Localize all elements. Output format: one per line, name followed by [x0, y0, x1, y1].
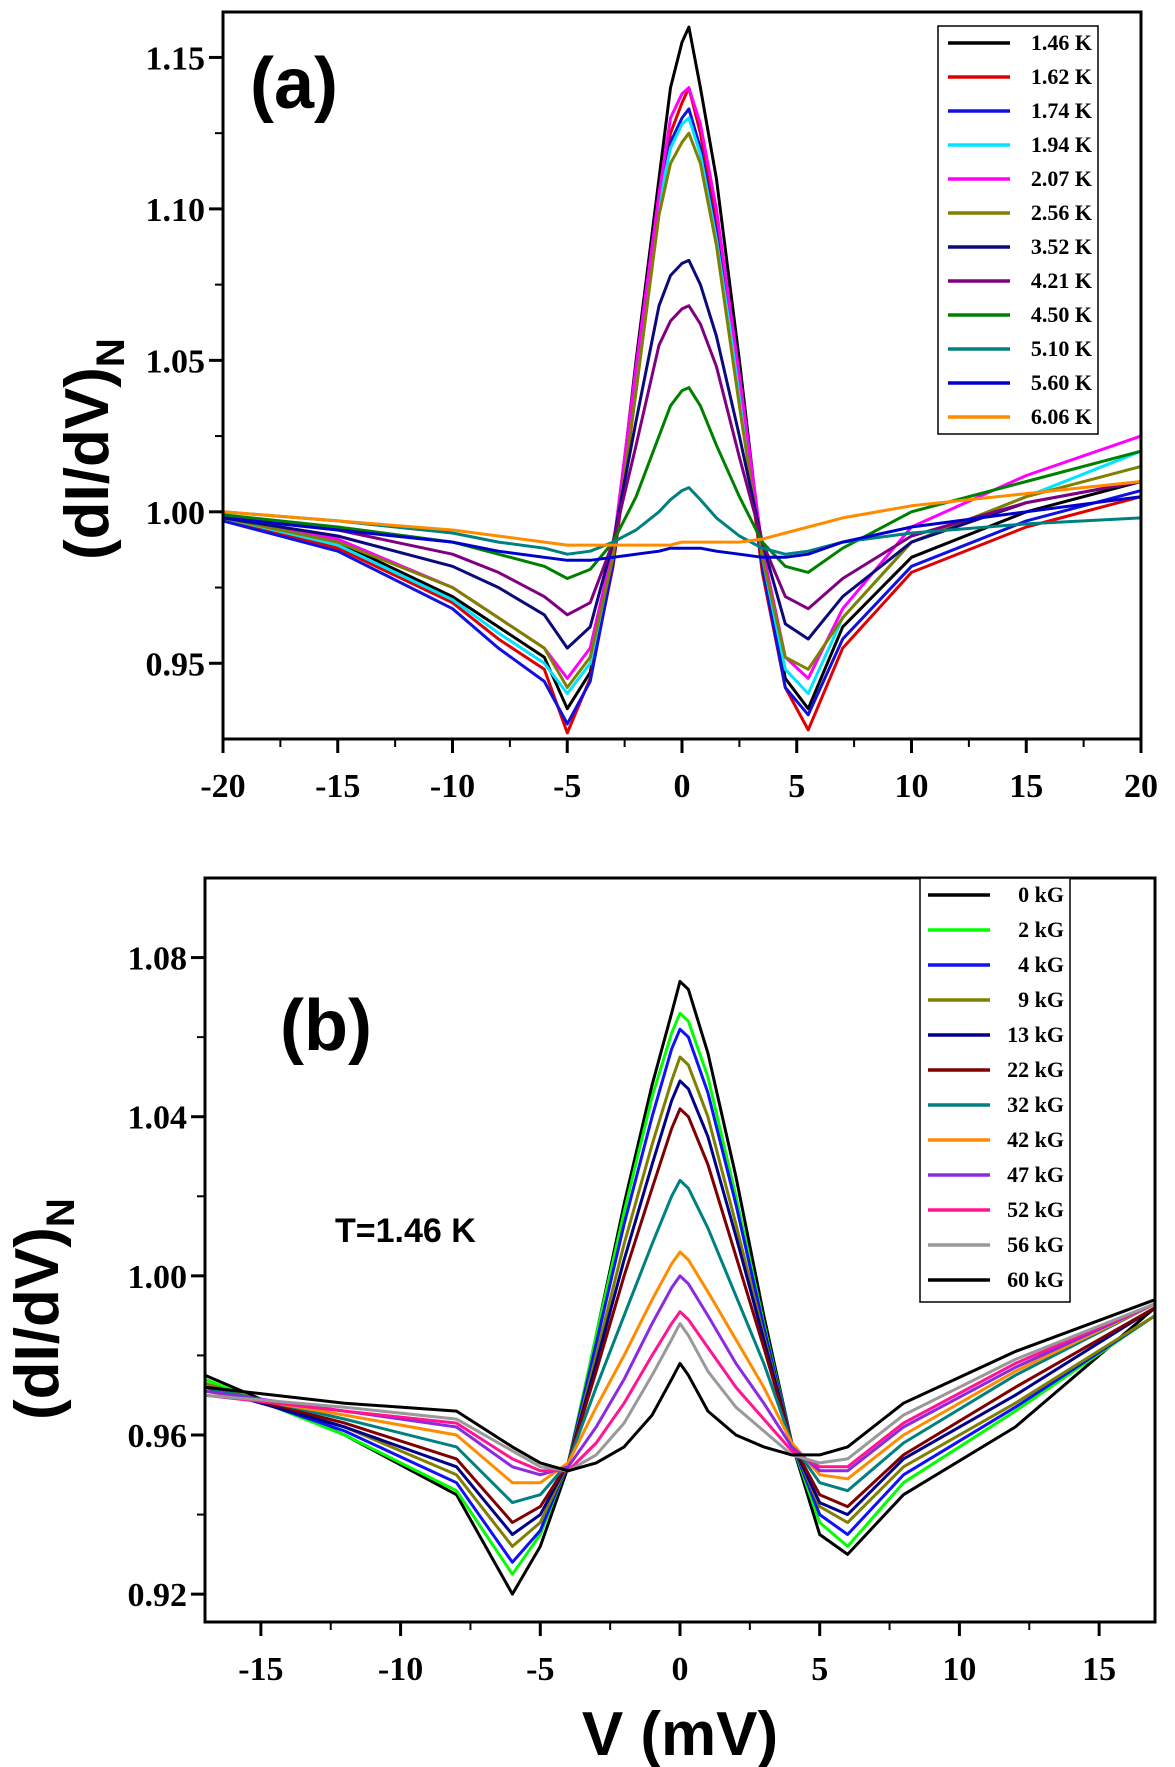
panel-b-series-line: [204, 1055, 1156, 1548]
y-tick-label: 0.95: [146, 646, 206, 683]
legend-entry-label: 9 kG: [1018, 987, 1064, 1012]
panel-b-series-line: [204, 1250, 1156, 1485]
panel-a-series-line: [222, 86, 1142, 735]
panel-a-ylabel-main: (dI/dV): [53, 367, 122, 560]
y-tick-label: 1.00: [146, 495, 206, 532]
y-tick-label: 0.92: [128, 1577, 188, 1614]
legend-entry-label: 32 kG: [1007, 1092, 1064, 1117]
panel-b-xlabel: V (mV): [582, 1700, 778, 1767]
panel-a-series-line: [222, 107, 1142, 726]
panel-a-legend: 1.46 K 1.62 K 1.74 K 1.94 K 2.07 K 2.56 K 3.52…: [937, 25, 1099, 435]
legend-entry-label: 2 kG: [1018, 917, 1064, 942]
x-tick-label: -15: [238, 1651, 283, 1688]
legend-entry-label: 60 kG: [1007, 1267, 1064, 1292]
legend-entry-label: 4.50 K: [1031, 302, 1092, 327]
panel-a-label: (a): [250, 44, 338, 124]
x-tick-label: 0: [672, 1651, 689, 1688]
panel-b-series-line: [204, 1302, 1156, 1473]
y-tick-label: 1.00: [128, 1259, 188, 1296]
panel-a-ylabel: (dI/dV)N: [53, 338, 133, 560]
x-tick-label: -5: [553, 768, 581, 805]
y-tick-label: 0.96: [128, 1418, 188, 1455]
panel-a-legend-box: [937, 25, 1099, 435]
y-tick-label: 1.15: [146, 40, 206, 77]
legend-entry-label: 1.46 K: [1031, 30, 1092, 55]
x-tick-label: -5: [526, 1651, 554, 1688]
panel-b-series-line: [204, 1302, 1156, 1473]
panel-b-series-line: [204, 1079, 1156, 1536]
panel-a-series-group: [222, 25, 1142, 735]
legend-entry-label: 0 kG: [1018, 882, 1064, 907]
x-tick-label: -15: [315, 768, 360, 805]
panel-b-chart: -15 -10 -5 0 5 10 15 0.92 0.96 1.00 1.04 1.08 (b) T…: [3, 876, 1157, 1767]
panel-b-legend-box: [919, 877, 1071, 1303]
panel-b-series-line: [204, 1298, 1156, 1473]
legend-entry-label: 6.06 K: [1031, 404, 1092, 429]
panel-a-series-line: [222, 25, 1142, 711]
x-tick-label: -10: [378, 1651, 423, 1688]
x-tick-label: 5: [788, 768, 805, 805]
panel-b-series-line: [204, 1011, 1156, 1576]
legend-entry-label: 1.62 K: [1031, 64, 1092, 89]
legend-entry-label: 22 kG: [1007, 1057, 1064, 1082]
panel-b-ylabel: (dI/dV)N: [3, 1198, 83, 1420]
panel-a-series-line: [222, 486, 1142, 556]
panel-b-label: (b): [280, 986, 372, 1066]
legend-entry-label: 3.52 K: [1031, 234, 1092, 259]
legend-entry-label: 2.56 K: [1031, 200, 1092, 225]
y-tick-label: 1.08: [128, 941, 188, 978]
panel-a-series-line: [222, 116, 1142, 696]
y-tick-label: 1.05: [146, 343, 206, 380]
panel-b-ylabel-main: (dI/dV): [3, 1227, 72, 1420]
panel-a-chart: -20 -15 -10 -5 0 5 10 15 200.951.001.051.101.15 …: [53, 10, 1159, 805]
legend-entry-label: 52 kG: [1007, 1197, 1064, 1222]
panel-b-legend: 0 kG 2 kG 4 kG 9 kG 13 kG 22 kG 32 kG 42 kG 47 k…: [919, 877, 1071, 1303]
legend-entry-label: 47 kG: [1007, 1162, 1064, 1187]
y-tick-label: 1.04: [128, 1100, 188, 1137]
legend-entry-label: 4.21 K: [1031, 268, 1092, 293]
legend-entry-label: 1.74 K: [1031, 98, 1092, 123]
legend-entry-label: 5.60 K: [1031, 370, 1092, 395]
y-tick-label: 1.10: [146, 192, 206, 229]
panel-a-ylabel-sub: N: [89, 338, 133, 367]
x-tick-label: 20: [1124, 768, 1158, 805]
legend-entry-label: 2.07 K: [1031, 166, 1092, 191]
panel-a-series-line: [222, 258, 1142, 650]
legend-entry-label: 5.10 K: [1031, 336, 1092, 361]
legend-entry-label: 4 kG: [1018, 952, 1064, 977]
panel-a-series-line: [222, 304, 1142, 617]
panel-b-series-line: [204, 1178, 1156, 1505]
legend-entry-label: 42 kG: [1007, 1127, 1064, 1152]
panel-a-series-line: [222, 495, 1142, 562]
x-tick-label: 5: [811, 1651, 828, 1688]
panel-b-series-line: [204, 979, 1156, 1596]
legend-entry-label: 56 kG: [1007, 1232, 1064, 1257]
panel-b-temperature-annotation: T=1.46 K: [335, 1212, 476, 1250]
panel-b-series-line: [204, 1274, 1156, 1477]
panel-a-series-line: [222, 386, 1142, 580]
panel-b-axis-ticks: -15 -10 -5 0 5 10 15 0.92 0.96 1.00 1.04 1.08: [128, 941, 1117, 1688]
legend-entry-label: 13 kG: [1007, 1022, 1064, 1047]
panel-a-series-line: [222, 131, 1142, 689]
legend-entry-label: 1.94 K: [1031, 132, 1092, 157]
x-tick-label: -10: [430, 768, 475, 805]
x-tick-label: 15: [1009, 768, 1043, 805]
panel-b-series-line: [204, 1107, 1156, 1524]
x-tick-label: 10: [942, 1651, 976, 1688]
panel-b-series-group: [204, 979, 1156, 1596]
x-tick-label: 0: [674, 768, 691, 805]
panel-a-series-line: [222, 480, 1142, 547]
panel-b-ylabel-sub: N: [39, 1198, 83, 1227]
x-tick-label: -20: [200, 768, 245, 805]
x-tick-label: 10: [895, 768, 929, 805]
x-tick-label: 15: [1082, 1651, 1116, 1688]
panel-b-series-line: [204, 1027, 1156, 1564]
panel-a-axis-ticks: -20 -15 -10 -5 0 5 10 15 20 0.95 1.00 1.05 1.10 1.15: [146, 40, 1159, 805]
